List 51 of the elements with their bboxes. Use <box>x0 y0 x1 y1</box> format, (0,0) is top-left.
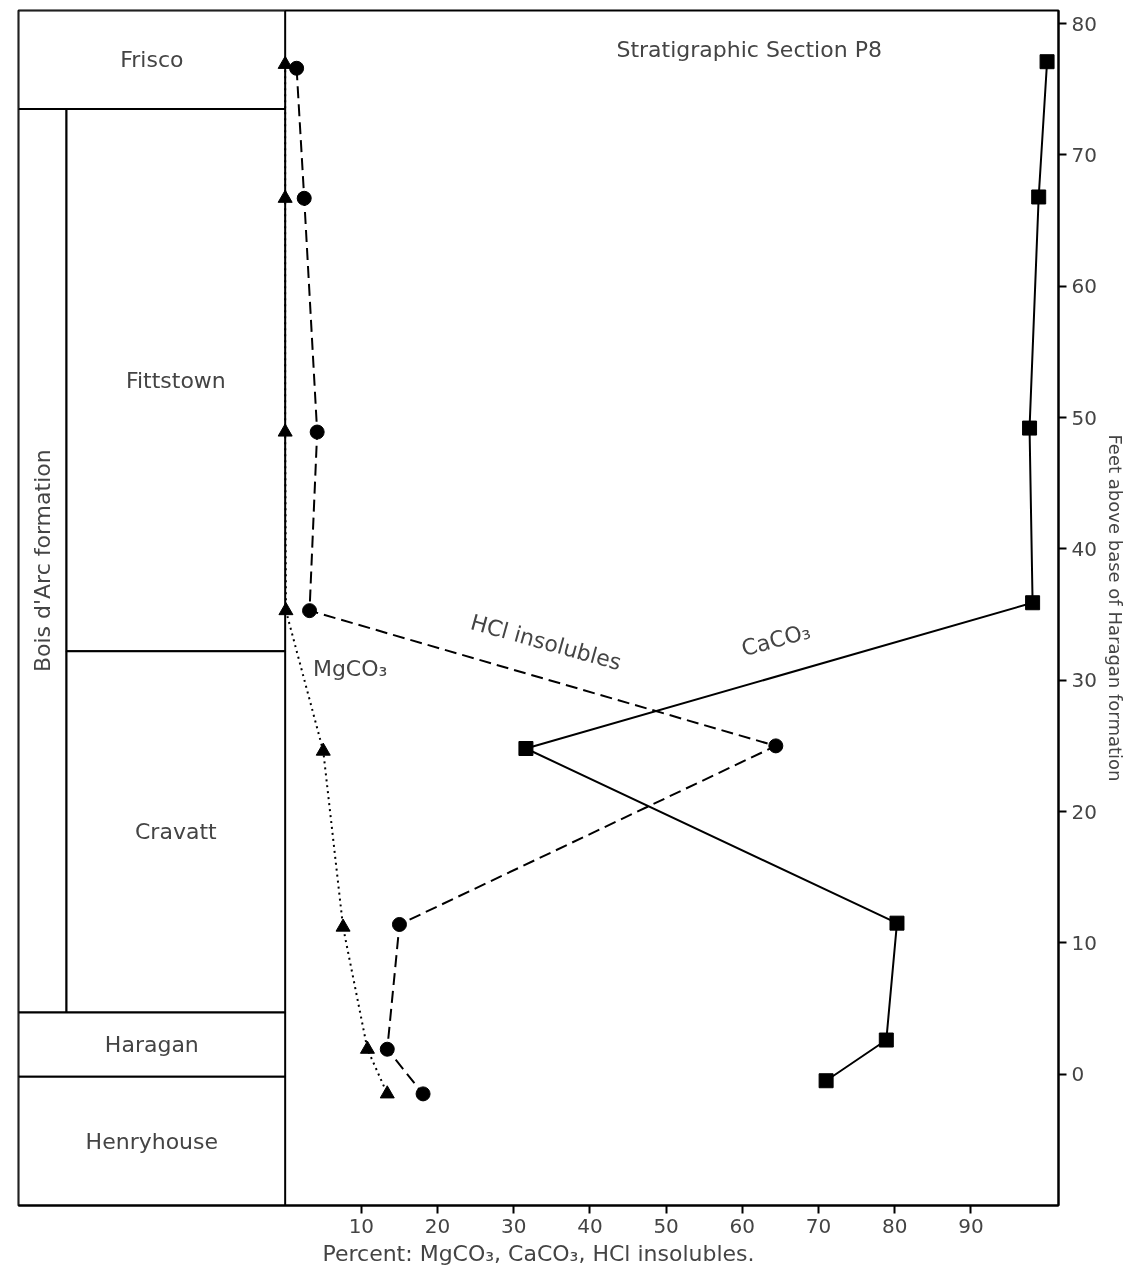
point <box>379 1085 395 1099</box>
x-tick-label: 90 <box>958 1213 984 1238</box>
x-tick-label: 20 <box>424 1213 451 1238</box>
x-tick-label: 40 <box>577 1213 603 1238</box>
point <box>768 738 784 754</box>
y-tick-label: 80 <box>1071 11 1097 36</box>
point <box>315 742 331 756</box>
point <box>818 1073 834 1089</box>
y-tick-label: 10 <box>1071 930 1097 955</box>
band-label: Frisco <box>120 47 184 73</box>
x-tick-label: 10 <box>348 1213 375 1238</box>
point <box>277 423 293 437</box>
point <box>379 1041 395 1057</box>
x-tick-label: 50 <box>653 1213 679 1238</box>
series-label: MgCO₃ <box>312 655 388 681</box>
point <box>1025 595 1041 611</box>
band-label: Henryhouse <box>85 1128 219 1154</box>
point <box>278 602 294 616</box>
point <box>518 741 534 757</box>
y-tick-label: 0 <box>1071 1062 1085 1087</box>
point <box>289 60 305 76</box>
y-tick-label: 60 <box>1071 274 1097 299</box>
band-label: Cravatt <box>135 819 218 845</box>
x-axis-title: Percent: MgCO₃, CaCO₃, HCl insolubles. <box>322 1240 755 1266</box>
y-tick-label: 20 <box>1071 799 1097 824</box>
y-tick-label: 30 <box>1071 668 1097 693</box>
point <box>889 915 905 931</box>
y-axis-title: Feet above base of Haragan formation <box>1104 434 1126 782</box>
point <box>415 1086 431 1102</box>
point <box>359 1040 375 1054</box>
point <box>391 916 407 932</box>
text: CaCO₃ <box>738 618 814 662</box>
point <box>296 190 312 206</box>
y-tick-label: 70 <box>1071 142 1097 167</box>
point <box>878 1032 894 1048</box>
text: Stratigraphic Section P8 <box>616 36 882 62</box>
point <box>1039 54 1055 70</box>
x-tick-label: 60 <box>729 1213 756 1238</box>
band-label: Haragan <box>104 1032 199 1058</box>
y-tick-label: 40 <box>1071 536 1097 561</box>
x-tick-label: 70 <box>805 1213 832 1238</box>
point <box>1022 420 1038 436</box>
point <box>302 603 318 619</box>
band-label: Fittstown <box>125 367 226 393</box>
x-tick-label: 80 <box>881 1213 908 1238</box>
band-label: Bois d'Arc formation <box>30 449 55 673</box>
point <box>309 424 325 440</box>
point <box>335 918 351 932</box>
point <box>1031 189 1047 205</box>
x-tick-label: 30 <box>501 1213 527 1238</box>
y-tick-label: 50 <box>1071 405 1097 430</box>
